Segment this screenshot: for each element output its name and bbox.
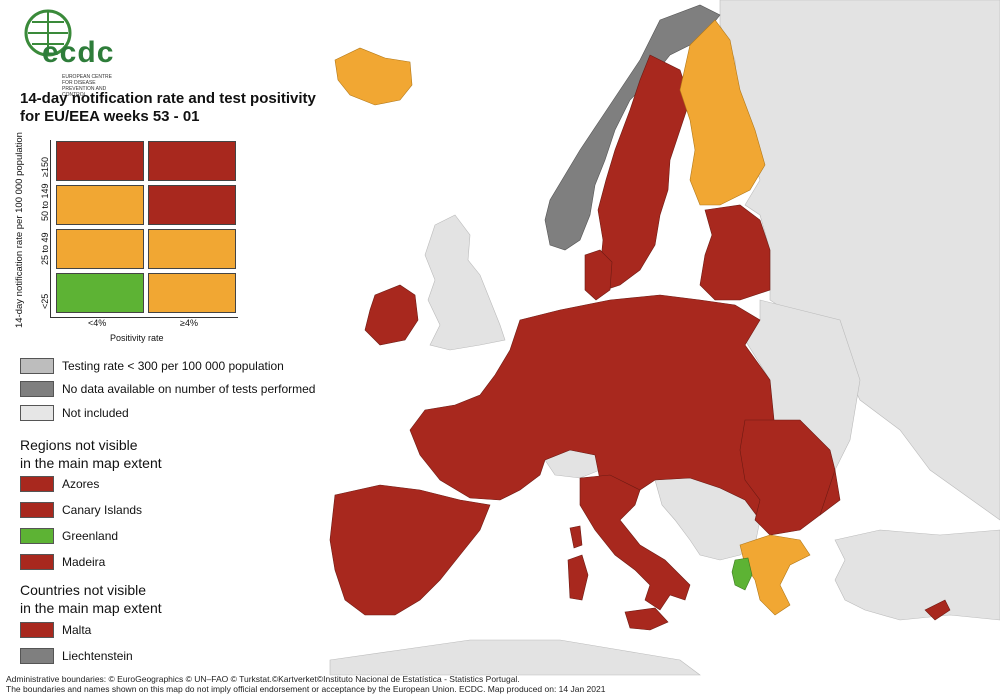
- matrix-y-axis: [50, 140, 51, 318]
- legend-testing-rate: Testing rate < 300 per 100 000 populatio…: [20, 357, 284, 375]
- footer-credits: Administrative boundaries: © EuroGeograp…: [6, 674, 996, 694]
- legend-label: Malta: [62, 623, 92, 637]
- footer-line1: Administrative boundaries: © EuroGeograp…: [6, 674, 520, 684]
- matrix-col-label: <4%: [88, 318, 107, 328]
- legend-item: Liechtenstein: [20, 647, 133, 665]
- matrix-col-label: ≥4%: [180, 318, 198, 328]
- matrix-cell: [56, 141, 144, 181]
- regions-heading-line1: Regions not visible: [20, 437, 138, 453]
- norway-region: [544, 4, 721, 251]
- legend-not-included: Not included: [20, 404, 129, 422]
- green-regions: [731, 557, 753, 591]
- swatch-icon: [20, 358, 54, 374]
- matrix-cell: [148, 273, 236, 313]
- matrix-cell: [148, 229, 236, 269]
- legend-label: Madeira: [62, 555, 106, 569]
- matrix-row-label: <25: [40, 293, 50, 309]
- swatch-icon: [20, 381, 54, 397]
- legend-label: No data available on number of tests per…: [62, 382, 316, 396]
- legend-item: Madeira: [20, 553, 105, 571]
- swatch-icon: [20, 476, 54, 492]
- matrix-cell: [148, 185, 236, 225]
- countries-heading: Countries not visible in the main map ex…: [20, 581, 320, 617]
- title-line1: 14-day notification rate and test positi…: [20, 90, 316, 107]
- footer-line2: The boundaries and names shown on this m…: [6, 684, 606, 694]
- globe-icon: [24, 9, 72, 57]
- red-regions: [329, 54, 951, 631]
- matrix-cell: [56, 273, 144, 313]
- legend-label: Testing rate < 300 per 100 000 populatio…: [62, 359, 284, 373]
- swatch-icon: [20, 554, 54, 570]
- ecdc-wordmark: ecdc: [42, 36, 115, 69]
- title-line2: for EU/EEA weeks 53 - 01: [20, 108, 200, 125]
- matrix-cell: [148, 141, 236, 181]
- matrix-cell: [56, 229, 144, 269]
- swatch-icon: [20, 622, 54, 638]
- legend-label: Canary Islands: [62, 503, 143, 517]
- regions-heading: Regions not visible in the main map exte…: [20, 436, 320, 472]
- matrix-cell: [56, 185, 144, 225]
- matrix-x-label: Positivity rate: [110, 333, 164, 343]
- legend-label: Liechtenstein: [62, 649, 133, 663]
- matrix-row-label: 25 to 49: [40, 232, 50, 265]
- page-title: 14-day notification rate and test positi…: [20, 90, 380, 126]
- matrix-y-label: 14-day notification rate per 100 000 pop…: [14, 132, 25, 328]
- countries-heading-line1: Countries not visible: [20, 582, 147, 598]
- matrix-x-axis: [50, 317, 238, 318]
- swatch-icon: [20, 528, 54, 544]
- countries-heading-line2: in the main map extent: [20, 600, 162, 616]
- swatch-icon: [20, 648, 54, 664]
- matrix-row-label: 50 to 149: [40, 183, 50, 221]
- legend-label: Not included: [62, 406, 129, 420]
- legend-item: Greenland: [20, 527, 118, 545]
- legend-label: Greenland: [62, 529, 119, 543]
- non-included-land: [329, 0, 1000, 676]
- ecdc-org-name: EUROPEAN CENTRE FOR DISEASE PREVENTION A…: [62, 74, 113, 98]
- legend-item: Azores: [20, 475, 99, 493]
- legend-item: Malta: [20, 621, 91, 639]
- regions-heading-line2: in the main map extent: [20, 455, 162, 471]
- ecdc-logo: ecdc EUROPEAN CENTRE FOR DISEASE PREVENT…: [20, 8, 130, 98]
- matrix-row-label: ≥150: [40, 157, 50, 177]
- legend-no-data: No data available on number of tests per…: [20, 380, 315, 398]
- legend-label: Azores: [62, 477, 100, 491]
- swatch-icon: [20, 405, 54, 421]
- swatch-icon: [20, 502, 54, 518]
- orange-regions: [334, 19, 811, 616]
- legend-item: Canary Islands: [20, 501, 142, 519]
